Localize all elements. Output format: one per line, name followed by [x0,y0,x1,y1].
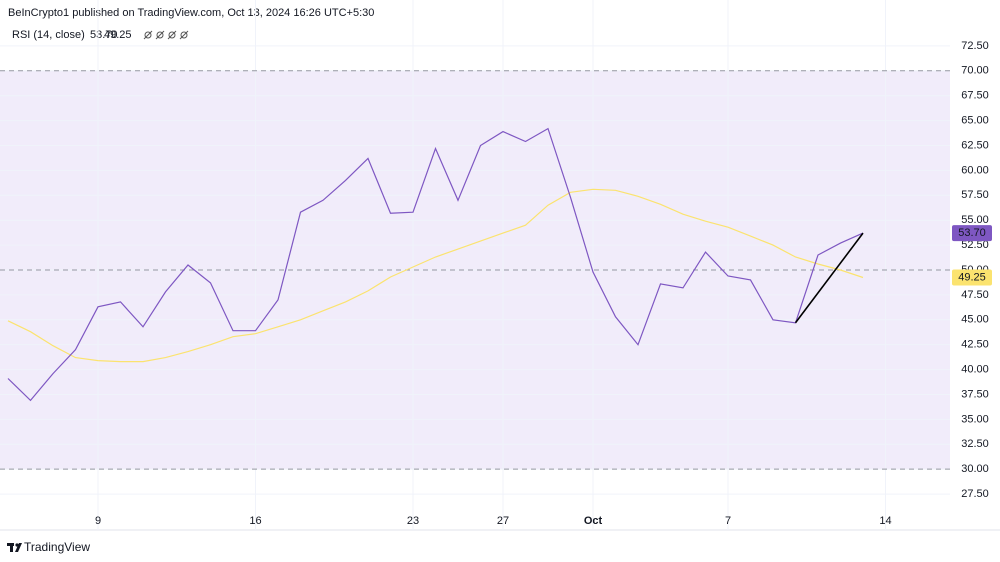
y-tick-label: 67.50 [961,90,989,102]
y-tick-label: 37.50 [961,388,989,400]
x-tick-label: 23 [407,515,419,527]
legend-value: 53.70 [90,29,118,41]
price-tag [952,269,992,286]
y-tick-label: 47.50 [961,289,989,301]
x-tick-label: 9 [95,515,101,527]
y-tick-label: 72.50 [961,40,989,52]
y-tick-label: 65.00 [961,115,989,127]
series-line [7,127,864,402]
y-tick-label: 55.00 [961,214,989,226]
y-tick-label: 70.00 [961,65,989,77]
y-tick-label: 35.00 [961,413,989,425]
x-tick-label: 27 [497,515,509,527]
y-tick-label: 42.50 [961,339,989,351]
y-tick-label: 32.50 [961,438,989,450]
indicator-title: RSI (14, close) [12,29,85,41]
trend-line [794,232,864,324]
price-tag [952,225,992,242]
y-tick-label: 62.50 [961,139,989,151]
header: BeInCrypto1 published on TradingView.com… [8,7,374,19]
logo [7,543,22,552]
y-tick-label: 30.00 [961,463,989,475]
y-tick-label: 52.50 [961,239,989,251]
x-tick-label: 7 [725,515,731,527]
y-tick-label: 57.50 [961,189,989,201]
price-tag-label: 53.70 [958,227,986,239]
y-tick-label: 60.00 [961,164,989,176]
y-tick-label: 45.00 [961,314,989,326]
x-tick-label: 14 [879,515,891,527]
price-tag-label: 49.25 [958,271,986,283]
y-tick-label: 27.50 [961,488,989,500]
y-tick-label: 40.00 [961,363,989,375]
legend-icons [143,30,189,40]
footer-brand: TradingView [24,540,90,554]
series-line [7,188,864,363]
x-tick-label: Oct [584,515,603,527]
legend-value: 49.25 [104,29,132,41]
x-tick-label: 16 [249,515,261,527]
